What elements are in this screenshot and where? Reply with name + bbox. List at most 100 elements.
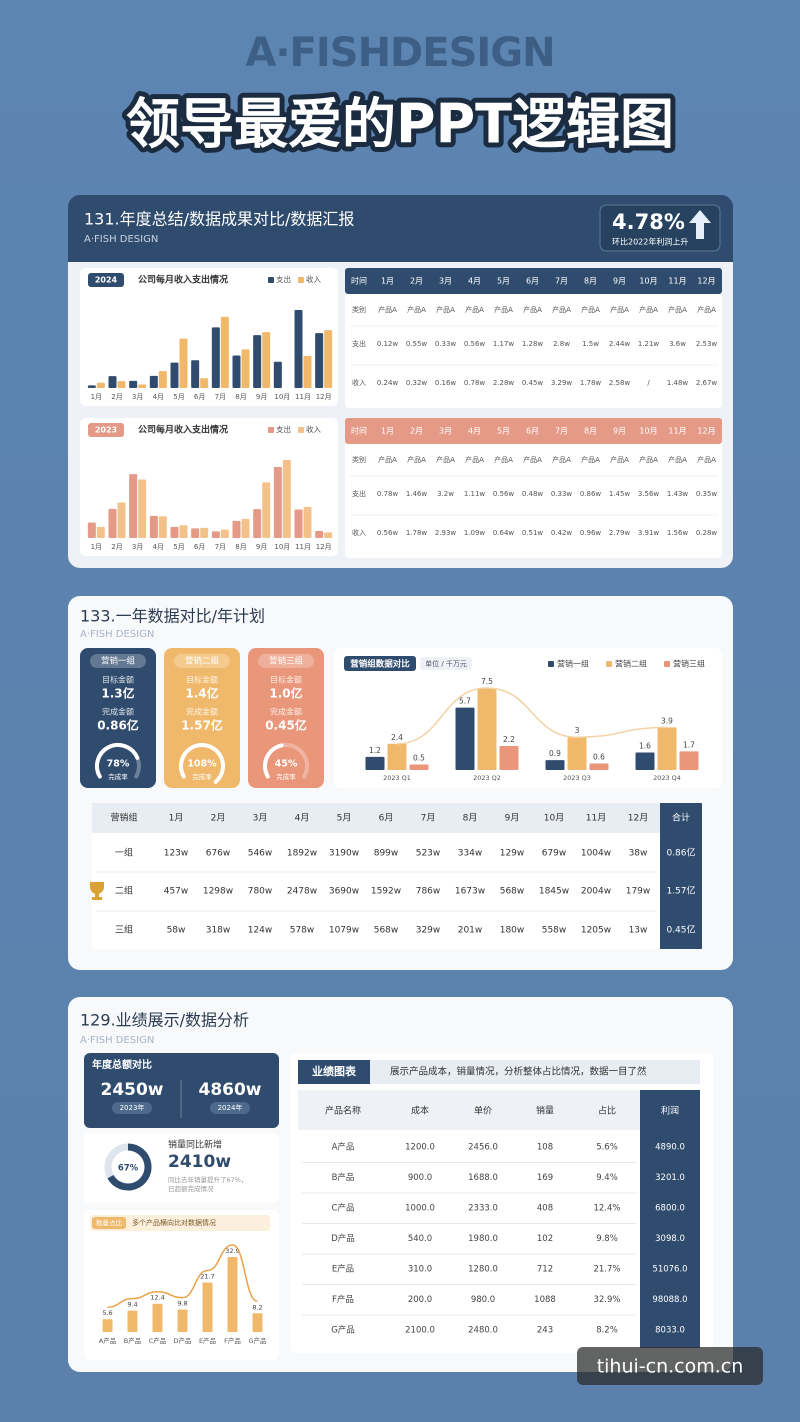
legend-label: 收入: [306, 424, 321, 434]
table-header-cell: 5月: [337, 813, 352, 824]
table-cell: 124w: [248, 926, 273, 936]
table-header-cell: 10月: [639, 427, 657, 436]
table-cell: 3690w: [329, 887, 359, 897]
table-cell: F产品: [332, 1294, 354, 1305]
table-cell: 1.45w: [609, 490, 631, 498]
bar: [303, 355, 312, 388]
table-cell: 支出: [352, 339, 366, 348]
bar: [282, 460, 291, 538]
chart-title: 公司每月收入支出情况: [138, 424, 228, 436]
group-value: 0.45亿: [265, 718, 307, 733]
table-cell: 310.0: [408, 1265, 432, 1275]
bar: [191, 360, 200, 388]
table-cell: 0.64w: [493, 529, 515, 537]
table-header-cell: 2月: [410, 427, 423, 436]
x-tick-label: 10月: [274, 543, 290, 551]
table-cell: 0.28w: [696, 529, 718, 537]
bar: [455, 707, 475, 770]
year-pill: [112, 1102, 152, 1114]
data-label: 32.9: [225, 1247, 239, 1255]
badge-text: 数量占比: [96, 1218, 123, 1227]
x-tick-label: C产品: [149, 1336, 167, 1345]
table-cell: 2.8w: [553, 340, 570, 348]
bar: [232, 520, 241, 538]
bar: [149, 515, 158, 538]
bar: [170, 526, 179, 538]
bar: [96, 382, 105, 388]
table-header-cell: 4月: [468, 277, 481, 286]
table-cell: 1.48w: [667, 379, 689, 387]
gauge-label: 45%: [275, 759, 298, 770]
table-cell: 产品A: [639, 455, 658, 464]
table-header-cell: 3月: [439, 427, 452, 436]
table-cell: 1.21w: [638, 340, 660, 348]
legend-swatch: [548, 661, 554, 667]
bar: [315, 333, 324, 388]
x-tick-label: G产品: [248, 1336, 266, 1345]
x-tick-label: 2月: [111, 393, 122, 401]
bar: [253, 509, 262, 538]
bar: [232, 355, 241, 388]
brand: A·FISH DESIGN: [80, 1035, 154, 1046]
bar: [567, 737, 587, 770]
bar: [102, 1319, 113, 1332]
table-cell: 676w: [206, 849, 231, 859]
table-cell: 1298w: [203, 887, 233, 897]
table-cell: 558w: [542, 926, 567, 936]
bar: [220, 316, 229, 388]
x-tick-label: B产品: [124, 1336, 141, 1345]
table-cell: 产品A: [610, 455, 629, 464]
x-tick-label: 12月: [316, 543, 332, 551]
table-cell: 3.2w: [437, 490, 454, 498]
bar: [200, 378, 209, 388]
table-header-cell: 9月: [613, 427, 626, 436]
table-cell: 58w: [167, 926, 186, 936]
table-cell: 5.6%: [596, 1143, 618, 1153]
table-cell: 568w: [374, 926, 399, 936]
data-label: 1.7: [683, 740, 695, 749]
table-header-cell: 12月: [628, 813, 648, 824]
x-tick-label: 4月: [153, 543, 164, 551]
table-cell: 产品A: [668, 455, 687, 464]
bar: [252, 1313, 263, 1332]
table-cell: 200.0: [408, 1295, 432, 1305]
x-tick-label: 6月: [194, 393, 205, 401]
table-cell: 产品A: [494, 305, 513, 314]
data-label: 9.8: [177, 1300, 187, 1308]
group-value: 1.57亿: [181, 718, 223, 733]
bar: [315, 531, 324, 538]
table-cell: 产品A: [436, 455, 455, 464]
profit-column: [640, 1090, 700, 1348]
table-cell: 1.43w: [667, 490, 689, 498]
bar: [87, 385, 96, 388]
table-header-cell: 营销组: [110, 812, 137, 824]
bar: [87, 522, 96, 538]
group-pill: [174, 654, 230, 668]
bar: [138, 479, 147, 538]
table-cell: 1205w: [581, 926, 611, 936]
data-label: 21.7: [200, 1273, 214, 1281]
table-header-cell: 占比: [598, 1105, 616, 1117]
x-tick-label: 3月: [132, 543, 143, 551]
growth-note: 同比去年销量提升了67%，: [168, 1175, 247, 1184]
data-label: 3.9: [661, 716, 673, 725]
table-cell: 129w: [500, 849, 525, 859]
table-cell: 0.24w: [377, 379, 399, 387]
unit-pill: [420, 657, 472, 670]
data-label: 1.2: [369, 746, 381, 755]
table-cell: 546w: [248, 849, 273, 859]
brand: A·FISH DESIGN: [84, 234, 158, 245]
table-cell: 318w: [206, 926, 231, 936]
table-header-cell: 8月: [584, 427, 597, 436]
table-cell: 0.42w: [551, 529, 573, 537]
table-cell: 产品A: [523, 455, 542, 464]
legend-label: 收入: [306, 274, 321, 284]
x-tick-label: E产品: [199, 1336, 216, 1345]
table-cell: 329w: [416, 926, 441, 936]
x-tick-label: 6月: [194, 543, 205, 551]
table-cell: 0.56w: [493, 490, 515, 498]
table-cell: 786w: [416, 887, 441, 897]
bar: [211, 327, 220, 388]
table-cell: 108: [537, 1143, 553, 1153]
